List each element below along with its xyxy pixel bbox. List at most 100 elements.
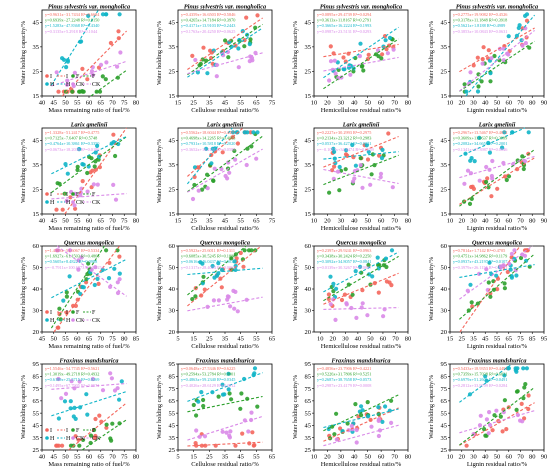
data-point — [489, 173, 494, 179]
y-axis-label: Water holding capacity/% — [20, 21, 27, 85]
x-tick-label: 40 — [39, 100, 46, 107]
legend-label: F — [76, 310, 80, 316]
data-point — [249, 248, 254, 253]
regression-line — [187, 17, 263, 70]
data-point — [369, 424, 374, 429]
data-point — [200, 281, 205, 286]
x-tick-label: 55 — [74, 218, 81, 225]
data-point — [56, 89, 61, 94]
x-axis-label: Hemicellulose residual ratio/% — [321, 343, 402, 350]
data-point — [345, 421, 350, 426]
y-tick-label: 85 — [33, 373, 40, 380]
data-point — [346, 65, 352, 70]
data-point — [515, 158, 520, 163]
data-point — [97, 165, 102, 170]
data-point — [377, 428, 383, 433]
data-point — [64, 290, 69, 295]
x-tick-label: 10 — [447, 454, 454, 461]
regression-line — [323, 255, 399, 302]
data-point — [234, 256, 239, 261]
x-tick-label: 75 — [121, 218, 128, 225]
chart-title: Quercus mongolica — [472, 240, 522, 247]
data-point — [354, 315, 359, 320]
data-point — [465, 168, 471, 173]
legend-label: CK — [76, 82, 85, 88]
x-tick-label: 70 — [391, 218, 398, 225]
data-point — [65, 171, 70, 176]
y-axis-label: Water holding capacity/% — [156, 257, 163, 321]
x-tick-label: 90 — [541, 218, 548, 225]
x-tick-label: 85 — [529, 336, 536, 343]
data-point — [244, 15, 249, 20]
data-point — [521, 166, 526, 172]
regression-equation: y=1.3328x−51.2417 R²=0.4775 — [45, 130, 99, 135]
regression-line — [187, 267, 263, 276]
y-tick-label: 35 — [33, 162, 40, 169]
x-tick-label: 75 — [269, 218, 276, 225]
data-point — [212, 166, 217, 171]
y-tick-label: 25 — [441, 447, 448, 454]
data-point — [467, 201, 473, 206]
legend-label: CK — [92, 436, 101, 442]
data-point — [201, 274, 206, 279]
regression-equation: y=1.5546x−54.7745 R²=0.5621 — [45, 366, 99, 371]
legend-marker — [71, 428, 75, 432]
data-point — [90, 72, 95, 77]
x-tick-label: 45 — [482, 336, 489, 343]
x-tick-label: 75 — [109, 336, 116, 343]
data-point — [109, 376, 114, 381]
regression-equation: y=0.3609x+11.6637 R²=0.3989 — [453, 136, 507, 141]
x-tick-label: 20 — [459, 100, 466, 107]
data-point — [484, 267, 489, 272]
y-axis-label: Water holding capacity/% — [20, 375, 27, 439]
data-point — [236, 46, 241, 51]
regression-equation: y=0.9631x−31.7434 R²=0.6684 — [45, 12, 100, 17]
y-tick-label: 45 — [305, 137, 312, 144]
data-point — [342, 67, 347, 72]
regression-line — [459, 155, 535, 179]
data-point — [73, 206, 78, 211]
data-point — [202, 287, 207, 292]
data-point — [76, 437, 81, 442]
legend-marker — [71, 200, 75, 204]
legend-label: CK — [76, 318, 85, 324]
regression-equation: y=0.4265x+14.7184 R²=0.3970 — [181, 18, 235, 23]
x-tick-label: 15 — [175, 218, 182, 225]
y-tick-label: 35 — [169, 435, 176, 442]
y-tick-label: 75 — [441, 386, 448, 393]
data-point — [211, 178, 216, 183]
data-point — [332, 432, 337, 437]
y-tick-label: 35 — [441, 435, 448, 442]
data-point — [353, 402, 358, 407]
regression-equation: y=0.4026x+28.6129 R²=0.2012 — [181, 383, 235, 388]
x-tick-label: 60 — [86, 100, 93, 107]
data-point — [60, 207, 65, 212]
data-point — [518, 418, 523, 423]
data-point — [84, 277, 89, 282]
x-tick-label: 10 — [317, 336, 324, 343]
data-point — [245, 146, 250, 151]
data-point — [353, 163, 358, 168]
data-point — [201, 403, 206, 409]
data-point — [112, 266, 117, 271]
data-point — [341, 55, 346, 60]
regression-equation: y=1.4303x−51.6067 R²=0.5334 — [45, 248, 100, 253]
data-point — [488, 79, 493, 84]
regression-equation: y=0.0648x+27.5346 R²=0.6225 — [181, 366, 235, 371]
y-tick-label: 25 — [33, 187, 40, 194]
data-point — [219, 285, 224, 290]
data-point — [483, 374, 488, 379]
data-point — [92, 164, 97, 169]
legend-marker — [45, 310, 49, 314]
y-axis-label: Water holding capacity/% — [428, 257, 435, 321]
x-tick-label: 60 — [506, 454, 513, 461]
x-axis-label: Cellulose residual ratio/% — [191, 107, 259, 114]
data-point — [484, 164, 489, 170]
data-point — [64, 294, 69, 299]
data-point — [117, 271, 122, 276]
legend-label: F — [76, 74, 80, 80]
regression-equation: y=0.3438x+30.2424 R²=0.2250 — [317, 254, 371, 259]
x-tick-label: 5 — [176, 454, 179, 461]
regression-equation: y=0.2812x+33.9709 R²=0.0284 — [453, 383, 508, 388]
x-tick-label: 90 — [541, 100, 548, 107]
